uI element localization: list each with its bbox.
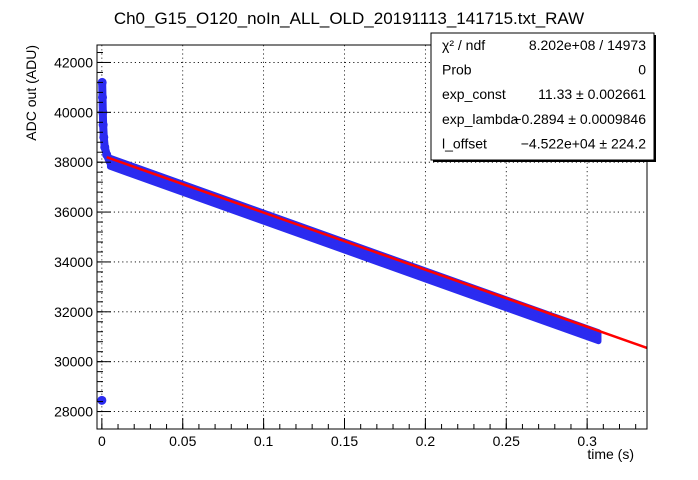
x-tick-label: 0.2 (416, 433, 436, 449)
x-tick-label: 0 (98, 433, 106, 449)
y-tick-label: 40000 (54, 104, 93, 120)
x-tick-label: 0.05 (169, 433, 196, 449)
stats-box-frame (430, 32, 655, 161)
stats-row-label: exp_lambda (442, 111, 518, 127)
stats-row-label: l_offset (442, 135, 487, 151)
stats-row-value: 11.33 ± 0.002661 (538, 86, 646, 102)
axes: 0 0.05 0.1 0.15 0.2 0.25 0.3 28000 30000 32000 340… (54, 51, 637, 449)
stats-row-value: 8.202e+08 / 14973 (529, 37, 646, 53)
stats-row-value: −0.2894 ± 0.0009846 (513, 111, 646, 127)
x-tick-label: 0.1 (254, 433, 274, 449)
stats-row-value: 0 (638, 62, 646, 78)
stats-row-value: −4.522e+04 ± 224.2 (521, 135, 646, 151)
y-axis-title: ADC out (ADU) (23, 45, 39, 141)
y-tick-label: 42000 (54, 54, 93, 70)
y-tick-label: 34000 (54, 254, 93, 270)
stats-box: χ² / ndf 8.202e+08 / 14973 Prob 0 exp_const 1… (430, 32, 656, 162)
fit-curve (106, 156, 648, 350)
chart-title: Ch0_G15_O120_noIn_ALL_OLD_20191113_14171… (114, 9, 584, 28)
data-point-outlier (97, 395, 107, 405)
data-point-spike (98, 78, 114, 167)
y-tick-label: 32000 (54, 304, 93, 320)
y-tick-label: 36000 (54, 204, 93, 220)
x-tick-label: 0.25 (493, 433, 520, 449)
fit-line (106, 156, 648, 350)
stats-row-label: Prob (442, 62, 472, 78)
grid-lines (97, 45, 647, 429)
stats-row-label: exp_const (442, 86, 506, 102)
y-tick-label: 38000 (54, 154, 93, 170)
x-tick-label: 0.15 (331, 433, 358, 449)
y-tick-label: 30000 (54, 354, 93, 370)
plot-frame (96, 44, 648, 430)
x-tick-label: 0.3 (577, 433, 597, 449)
y-tick-label: 28000 (54, 404, 93, 420)
x-axis-title: time (s) (587, 446, 634, 462)
stats-row-label: χ² / ndf (442, 37, 485, 53)
